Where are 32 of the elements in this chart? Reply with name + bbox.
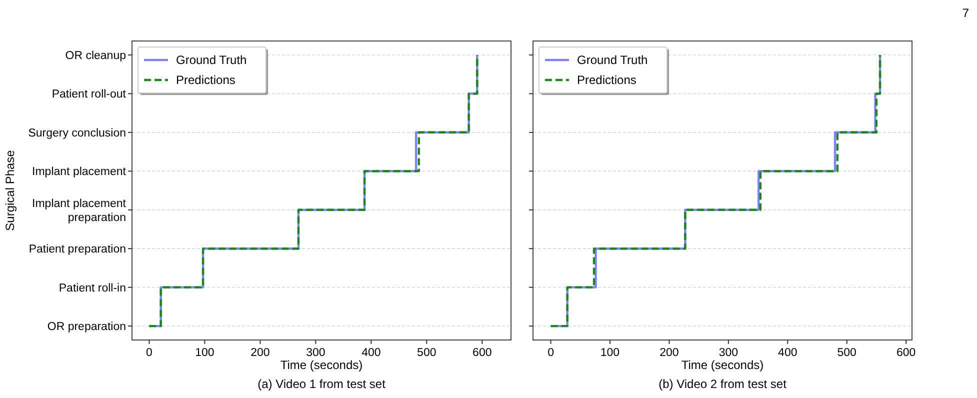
x-tick-label: 300 xyxy=(306,347,326,359)
legend-label: Ground Truth xyxy=(577,53,648,67)
x-tick-label: 200 xyxy=(250,347,270,359)
x-tick-label: 0 xyxy=(548,347,554,359)
y-tick-label: Implant placement preparation xyxy=(32,198,127,224)
x-tick-label: 500 xyxy=(417,347,436,359)
y-axis-title: Surgical Phase xyxy=(3,150,17,231)
y-tick-label: Patient preparation xyxy=(28,244,126,256)
x-tick-label: 400 xyxy=(778,347,798,359)
x-tick-label: 500 xyxy=(837,347,856,359)
y-tick-label: Surgery conclusion xyxy=(28,127,126,140)
x-axis-title: Time (seconds) xyxy=(681,358,764,372)
x-tick-label: 600 xyxy=(896,347,916,359)
x-tick-label: 200 xyxy=(660,347,679,359)
y-tick-label: Patient roll-in xyxy=(58,282,126,294)
x-tick-label: 300 xyxy=(718,347,738,359)
text: (b) Video 2 from test set xyxy=(658,377,788,391)
text: 7 xyxy=(962,6,970,20)
legend-label: Predictions xyxy=(176,73,236,87)
y-tick-label: Patient roll-out xyxy=(52,88,127,101)
x-axis-title: Time (seconds) xyxy=(280,358,363,372)
y-tick-label: OR preparation xyxy=(47,321,126,334)
x-tick-label: 100 xyxy=(600,347,620,359)
y-tick-label: OR cleanup xyxy=(65,50,126,62)
x-tick-label: 600 xyxy=(472,347,492,359)
x-tick-label: 0 xyxy=(146,347,152,359)
legend-label: Ground Truth xyxy=(176,53,247,67)
x-tick-label: 100 xyxy=(195,347,214,359)
legend-label: Predictions xyxy=(577,73,636,87)
x-tick-label: 400 xyxy=(362,347,381,359)
text: (a) Video 1 from test set xyxy=(258,377,386,391)
y-tick-label: Implant placement xyxy=(32,166,127,178)
